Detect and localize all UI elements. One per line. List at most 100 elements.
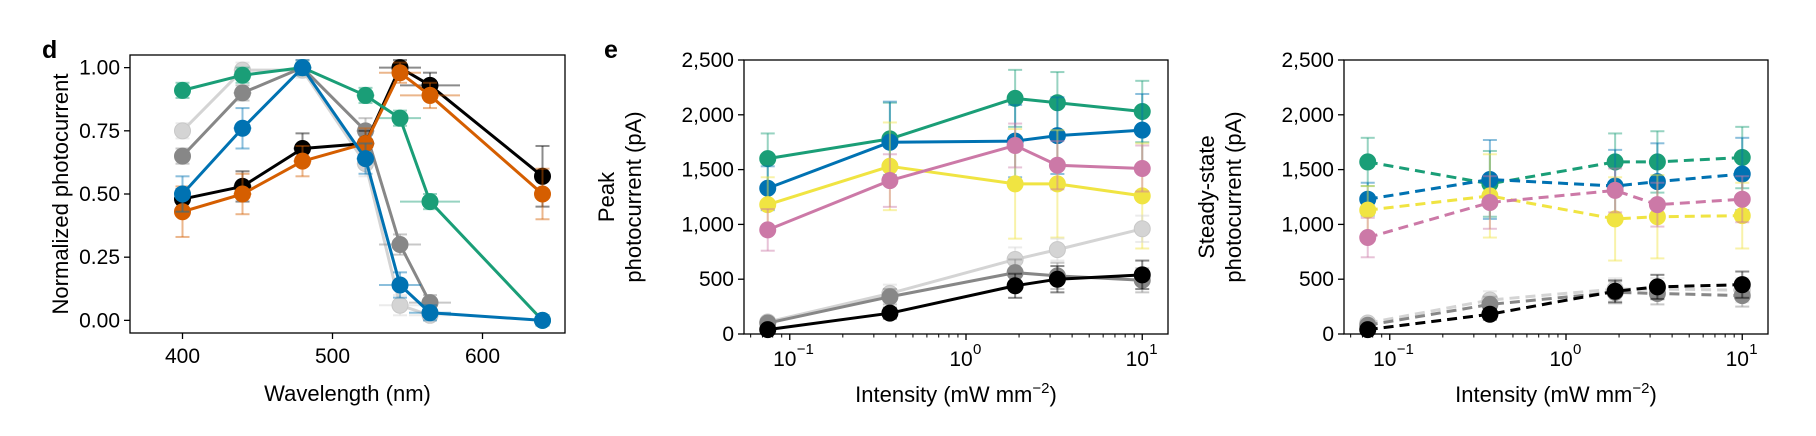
x-axis-title: Intensity (mW mm−2) xyxy=(1455,380,1657,407)
data-point xyxy=(534,167,551,185)
series-line xyxy=(1367,156,1743,186)
series-4 xyxy=(174,59,551,329)
x-tick-label: 400 xyxy=(165,345,200,368)
data-point xyxy=(1481,305,1499,323)
series-5 xyxy=(174,59,551,329)
y-axis-title-line: photocurrent (pA) xyxy=(621,111,646,282)
x-tick-label: 10 xyxy=(1373,348,1396,371)
series-line xyxy=(767,96,1143,161)
data-point xyxy=(1048,270,1066,288)
data-point xyxy=(1048,156,1066,174)
x-tick-exponent: 0 xyxy=(1573,341,1581,358)
x-tick-exponent: 1 xyxy=(1149,341,1157,358)
data-point xyxy=(391,276,409,294)
x-tick-exponent: −1 xyxy=(797,341,814,358)
data-point xyxy=(391,109,409,127)
data-point xyxy=(1048,175,1066,193)
series-3 xyxy=(1359,167,1751,259)
y-tick-label: 1,500 xyxy=(681,159,734,182)
data-point xyxy=(391,64,409,82)
x-axis-title-close: ) xyxy=(1650,382,1657,407)
series-line xyxy=(181,66,432,304)
data-point xyxy=(1359,201,1377,219)
y-tick-label: 2,500 xyxy=(681,49,734,72)
y-tick-label: 0.00 xyxy=(79,309,120,332)
x-tick-label: 10 xyxy=(1549,348,1572,371)
data-point xyxy=(1733,165,1751,183)
data-point xyxy=(1048,127,1066,145)
data-point xyxy=(174,81,191,99)
panel-label-d: d xyxy=(42,36,57,64)
y-axis-title: Normalized photocurrent xyxy=(48,74,73,315)
data-point xyxy=(1133,266,1151,284)
data-point xyxy=(759,196,777,214)
x-tick-label: 10 xyxy=(1126,348,1149,371)
data-point xyxy=(881,133,899,151)
y-axis-title-line: Peak xyxy=(594,171,619,222)
y-tick-label: 0.25 xyxy=(79,246,120,269)
data-point xyxy=(174,185,191,203)
data-point xyxy=(174,147,191,165)
data-point xyxy=(421,86,439,104)
data-point xyxy=(1648,153,1666,171)
y-tick-label: 500 xyxy=(1299,268,1334,291)
x-axis-title-main: Intensity (mW mm xyxy=(855,382,1032,407)
x-axis-title-close: ) xyxy=(1050,382,1057,407)
series-line xyxy=(1367,287,1743,325)
data-point xyxy=(391,236,409,254)
series-line xyxy=(767,227,1143,324)
data-point xyxy=(391,296,409,314)
data-point xyxy=(174,122,191,140)
data-point xyxy=(1359,153,1377,171)
x-tick-label: 10 xyxy=(1726,348,1749,371)
data-point xyxy=(1359,229,1377,247)
series-line xyxy=(767,128,1143,190)
data-point xyxy=(759,150,777,168)
series-3 xyxy=(759,122,1151,252)
y-tick-label: 1,000 xyxy=(681,213,734,236)
y-tick-label: 0 xyxy=(722,323,734,346)
x-tick-exponent: 0 xyxy=(973,341,981,358)
chart-wavelength-spectrum: 0.00 0.25 0.50 0.75 1.00 400 500 600 Wavelength … xyxy=(48,54,566,406)
series-1 xyxy=(1359,136,1751,224)
y-tick-label: 2,500 xyxy=(1281,49,1334,72)
y-tick-label: 0.50 xyxy=(79,183,120,206)
data-point xyxy=(1359,321,1377,339)
panel-label-e: e xyxy=(604,36,618,64)
series-line xyxy=(767,164,1143,207)
data-point xyxy=(1048,94,1066,112)
data-point xyxy=(421,193,439,211)
x-tick-exponent: −1 xyxy=(1397,341,1414,358)
x-tick-label: 10 xyxy=(949,348,972,371)
y-tick-label: 500 xyxy=(699,268,734,291)
data-point xyxy=(881,288,899,306)
data-point xyxy=(421,304,439,322)
x-axis-title: Intensity (mW mm−2) xyxy=(855,380,1057,407)
data-point xyxy=(234,84,251,102)
x-axis-title-main: Intensity (mW mm xyxy=(1455,382,1632,407)
series-6 xyxy=(759,259,1151,339)
x-tick-label: 600 xyxy=(465,345,500,368)
data-point xyxy=(1133,220,1151,238)
y-tick-label: 0.75 xyxy=(79,120,120,143)
data-point xyxy=(1133,103,1151,121)
data-point xyxy=(1006,175,1024,193)
data-point xyxy=(534,311,551,329)
data-point xyxy=(1048,241,1066,259)
data-point xyxy=(1133,121,1151,139)
series-line xyxy=(1367,283,1743,332)
data-point xyxy=(1606,210,1624,228)
data-point xyxy=(1606,282,1624,300)
data-point xyxy=(759,321,777,339)
data-point xyxy=(1606,181,1624,199)
y-tick-label: 1.00 xyxy=(79,57,120,80)
data-point xyxy=(234,66,251,84)
data-point xyxy=(534,185,551,203)
data-point xyxy=(357,86,374,104)
data-point xyxy=(759,221,777,239)
y-tick-label: 1,500 xyxy=(1281,159,1334,182)
data-point xyxy=(1648,173,1666,191)
data-point xyxy=(1733,276,1751,294)
